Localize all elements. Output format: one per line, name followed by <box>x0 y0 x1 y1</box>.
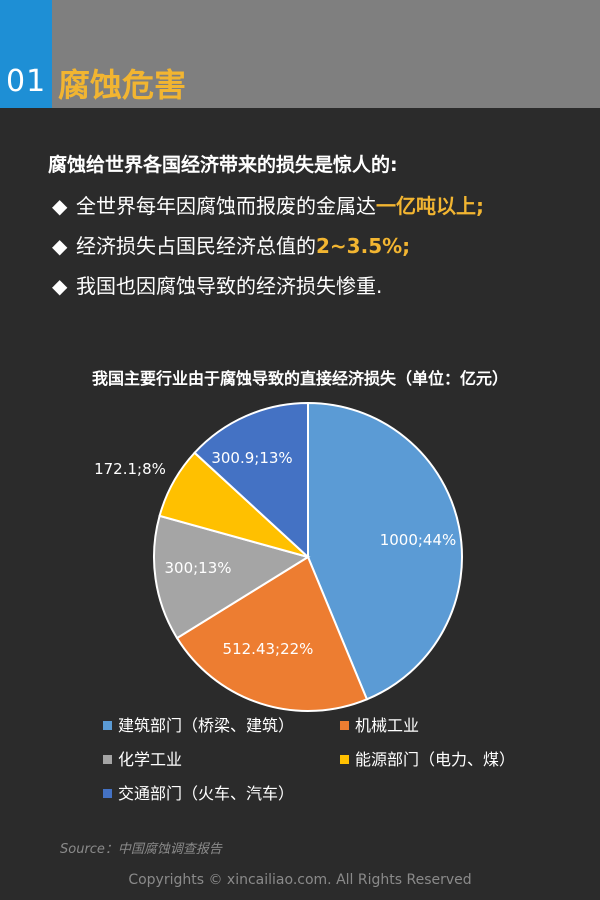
diamond-bullet-icon: ◆ <box>52 194 68 218</box>
pie-data-label: 172.1;8% <box>94 460 166 478</box>
legend-item: 交通部门（火车、汽车） <box>103 780 294 804</box>
legend-swatch <box>103 755 112 764</box>
copyright-text: Copyrights © xincailiao.com. All Rights … <box>128 872 472 888</box>
pie-data-label: 300;13% <box>164 559 231 577</box>
legend-swatch <box>103 721 112 730</box>
bullet-text: 经济损失占国民经济总值的 <box>76 234 316 258</box>
legend-item: 机械工业 <box>340 712 419 736</box>
legend-label: 能源部门（电力、煤） <box>355 750 516 769</box>
legend-label: 机械工业 <box>355 716 420 735</box>
chart-title: 我国主要行业由于腐蚀导致的直接经济损失（单位：亿元） <box>91 369 508 388</box>
pie-data-label: 512.43;22% <box>223 640 314 658</box>
intro-heading: 腐蚀给世界各国经济带来的损失是惊人的: <box>48 154 398 176</box>
pie-slice <box>193 401 309 560</box>
section-number-box: 01 <box>0 0 52 108</box>
section-title: 腐蚀危害 <box>58 66 187 104</box>
bullet-highlight: 一亿吨以上; <box>376 194 484 218</box>
legend-label: 建筑部门（桥梁、建筑） <box>118 716 295 735</box>
legend-swatch <box>103 789 112 798</box>
pie-slice <box>307 401 463 701</box>
diamond-bullet-icon: ◆ <box>52 234 68 258</box>
bullet-text: 全世界每年因腐蚀而报废的金属达 <box>76 194 376 218</box>
header-bar: 01 腐蚀危害 <box>0 0 600 108</box>
legend-swatch <box>340 721 349 730</box>
legend-swatch <box>340 755 349 764</box>
source-note: Source：中国腐蚀调查报告 <box>60 842 222 857</box>
legend-label: 交通部门（火车、汽车） <box>118 784 295 803</box>
pie-data-label: 300.9;13% <box>211 449 292 467</box>
legend-label: 化学工业 <box>118 750 183 769</box>
pie-data-label: 1000;44% <box>380 531 457 549</box>
bullet-item: ◆ 经济损失占国民经济总值的2~3.5%; <box>52 230 410 259</box>
legend-item: 化学工业 <box>103 746 182 770</box>
bullet-highlight: 2~3.5%; <box>316 234 411 258</box>
bullet-item: ◆ 全世界每年因腐蚀而报废的金属达一亿吨以上; <box>52 190 484 219</box>
bullet-item: ◆ 我国也因腐蚀导致的经济损失惨重. <box>52 270 382 299</box>
pie-slice <box>175 555 369 712</box>
diamond-bullet-icon: ◆ <box>52 274 68 298</box>
bullet-text: 我国也因腐蚀导致的经济损失惨重. <box>76 274 383 298</box>
legend-item: 能源部门（电力、煤） <box>340 746 515 770</box>
section-number: 01 <box>6 64 47 99</box>
legend-item: 建筑部门（桥梁、建筑） <box>103 712 294 736</box>
